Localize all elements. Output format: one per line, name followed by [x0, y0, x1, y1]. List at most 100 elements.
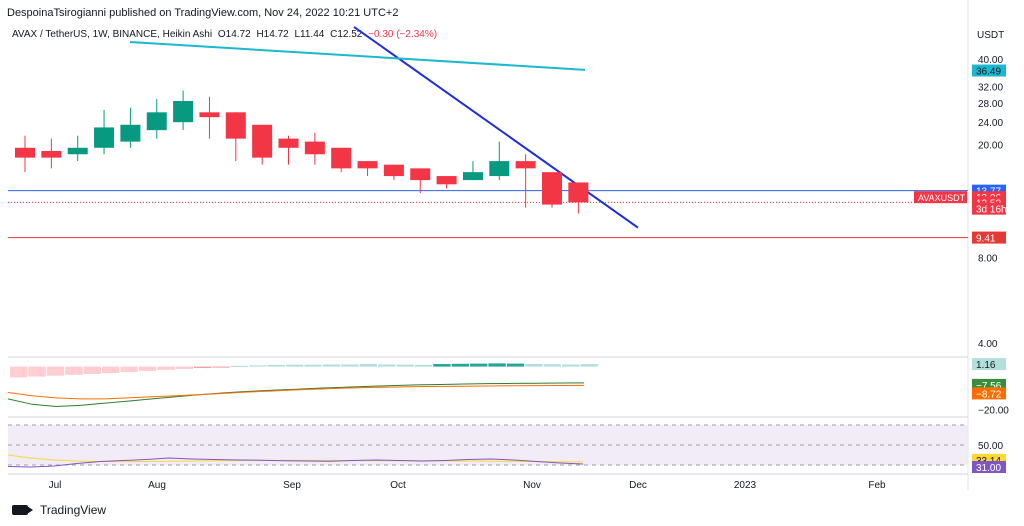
- price-tick-label: 20.00: [978, 141, 1003, 152]
- candle-body: [94, 127, 115, 148]
- price-tick-label: 24.00: [978, 118, 1003, 129]
- macd-histogram-bar: [359, 364, 377, 367]
- time-tick-label: Sep: [283, 480, 301, 491]
- candle-body: [515, 161, 536, 169]
- price-tick-label: 32.00: [978, 83, 1003, 94]
- candle-body: [278, 138, 299, 148]
- ohlc-change: −0.30 (−2.34%): [368, 29, 438, 40]
- macd-histogram-bar: [157, 366, 175, 370]
- time-tick-label: Oct: [390, 480, 406, 491]
- macd-value-text: −7.56: [976, 381, 1002, 392]
- price-tick-label: 40.00: [978, 55, 1003, 66]
- price-label-box: [972, 202, 1006, 215]
- macd-histogram-bar: [230, 365, 249, 367]
- macd-histogram-bar: [102, 366, 120, 374]
- candle-body: [252, 124, 273, 158]
- rsi-value-text: 31.00: [976, 463, 1001, 474]
- price-label-text: 36.49: [976, 67, 1001, 78]
- blue-downtrend-trendline: [353, 26, 639, 229]
- symbol-tag-text: AVAXUSDT: [918, 193, 966, 203]
- candle-body: [383, 164, 404, 177]
- ohlc-low: L11.44: [294, 29, 325, 40]
- candle-body: [120, 124, 141, 142]
- price-tick-label: 28.00: [978, 99, 1003, 110]
- macd-histogram-bar: [470, 363, 488, 367]
- macd-histogram-bar: [175, 366, 193, 369]
- macd-histogram-bar: [10, 366, 28, 378]
- macd-histogram-bar: [543, 364, 561, 367]
- candle-body: [146, 112, 167, 131]
- cyan-downtrend-trendline: [129, 41, 586, 71]
- rsi-value-box: [972, 461, 1006, 473]
- candle-body: [462, 172, 483, 181]
- macd-histogram-bar: [451, 363, 469, 367]
- macd-histogram-bar: [120, 366, 138, 372]
- macd-histogram-bar: [322, 364, 341, 367]
- candle-body: [489, 161, 510, 177]
- candle-body: [304, 141, 325, 155]
- candle-body: [568, 182, 589, 203]
- tradingview-logo-icon: [12, 505, 33, 515]
- macd-histogram-bar: [396, 364, 414, 367]
- candle-body: [41, 150, 62, 158]
- symbol-tag-box: [914, 191, 967, 204]
- macd-histogram-bar: [414, 364, 433, 367]
- candle-body: [542, 172, 562, 205]
- candle-body: [15, 147, 35, 158]
- macd-value-box: [972, 387, 1006, 400]
- candle-body: [225, 112, 246, 139]
- tradingview-brand: TradingView: [40, 503, 107, 517]
- macd-tick-label: −20.00: [978, 406, 1009, 417]
- macd-value-text: −8.72: [976, 389, 1002, 400]
- symbol-title[interactable]: AVAX / TetherUS, 1W, BINANCE, Heikin Ash…: [12, 29, 213, 40]
- candle-body: [357, 161, 378, 169]
- macd-histogram-bar: [341, 364, 359, 367]
- macd-histogram-bar: [138, 366, 157, 371]
- candle-body: [173, 101, 194, 123]
- ohlc-open: O14.72: [217, 29, 251, 40]
- macd-histogram-bar: [286, 364, 304, 367]
- macd-value-text: 1.16: [976, 360, 996, 371]
- macd-histogram-bar: [83, 366, 101, 374]
- price-label-text: 9.41: [976, 234, 996, 245]
- publisher-header: DespoinaTsirogianni published on Trading…: [7, 7, 399, 19]
- macd-histogram-bar: [267, 364, 285, 367]
- macd-histogram-bar: [304, 364, 322, 367]
- candle-body: [410, 168, 431, 181]
- time-tick-label: Dec: [629, 480, 647, 491]
- currency-label: USDT: [977, 30, 1005, 41]
- time-tick-label: 2023: [734, 480, 757, 491]
- macd-histogram-bar: [506, 363, 525, 367]
- macd-histogram-bar: [28, 366, 46, 377]
- macd-histogram-bar: [65, 366, 83, 375]
- candle-body: [67, 147, 88, 155]
- candle-body: [436, 176, 457, 185]
- macd-histogram-bar: [212, 366, 230, 368]
- macd-line: [7, 382, 585, 407]
- price-label-box: [972, 231, 1006, 244]
- macd-signal-line: [7, 384, 585, 400]
- price-tick-label: 4.00: [978, 339, 998, 350]
- macd-histogram-bar: [378, 364, 396, 367]
- price-label-box: [972, 64, 1006, 77]
- candle-body: [331, 147, 352, 169]
- macd-histogram-bar: [194, 366, 212, 368]
- macd-histogram-bar: [46, 366, 65, 376]
- time-tick-label: Jul: [49, 480, 62, 491]
- macd-histogram-bar: [249, 365, 267, 367]
- ohlc-high: H14.72: [256, 29, 289, 40]
- macd-histogram-bar: [580, 364, 598, 367]
- macd-histogram-bar: [525, 364, 543, 367]
- price-tick-label: 8.00: [978, 254, 998, 265]
- macd-histogram-bar: [433, 364, 451, 367]
- rsi-line: [7, 457, 584, 468]
- rsi-tick-label: 50.00: [978, 441, 1003, 452]
- macd-value-box: [972, 358, 1006, 371]
- time-tick-label: Aug: [148, 480, 166, 491]
- macd-histogram-bar: [562, 364, 580, 367]
- candle-body: [199, 112, 220, 118]
- ohlc-close: C12.52: [330, 29, 363, 40]
- price-label-text: 3d 16h: [976, 205, 1007, 216]
- macd-histogram-bar: [488, 363, 506, 367]
